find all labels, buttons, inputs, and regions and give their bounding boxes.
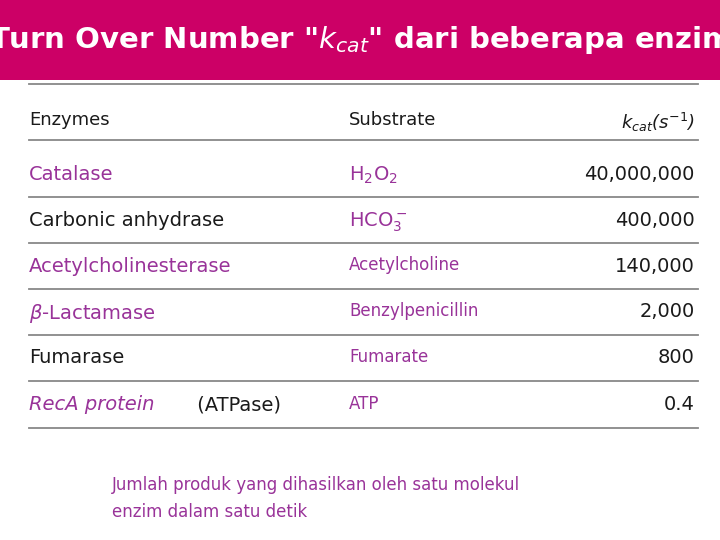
Text: 40,000,000: 40,000,000 xyxy=(585,165,695,184)
Text: Carbonic anhydrase: Carbonic anhydrase xyxy=(29,211,224,229)
Text: (ATPase): (ATPase) xyxy=(191,395,281,414)
Text: 800: 800 xyxy=(658,348,695,367)
Text: Jumlah produk yang dihasilkan oleh satu molekul: Jumlah produk yang dihasilkan oleh satu … xyxy=(112,476,520,494)
Text: 400,000: 400,000 xyxy=(615,211,695,229)
Text: $k_{cat}$($s^{-1}$): $k_{cat}$($s^{-1}$) xyxy=(621,111,695,134)
Text: Benzylpenicillin: Benzylpenicillin xyxy=(349,302,479,320)
Text: 140,000: 140,000 xyxy=(615,256,695,275)
Text: ATP: ATP xyxy=(349,395,379,413)
Text: HCO$_3^-$: HCO$_3^-$ xyxy=(349,211,408,234)
Text: Enzymes: Enzymes xyxy=(29,111,109,129)
Text: Acetylcholinesterase: Acetylcholinesterase xyxy=(29,256,231,275)
Text: RecA protein: RecA protein xyxy=(29,395,154,414)
Text: Catalase: Catalase xyxy=(29,165,113,184)
Text: Fumarate: Fumarate xyxy=(349,348,428,366)
Text: Substrate: Substrate xyxy=(349,111,436,129)
Text: $\beta$-Lactamase: $\beta$-Lactamase xyxy=(29,302,156,326)
Text: H$_2$O$_2$: H$_2$O$_2$ xyxy=(349,165,398,186)
Text: enzim dalam satu detik: enzim dalam satu detik xyxy=(112,503,307,521)
Text: Turn Over Number "$k_{cat}$" dari beberapa enzim: Turn Over Number "$k_{cat}$" dari bebera… xyxy=(0,24,720,56)
Text: 2,000: 2,000 xyxy=(639,302,695,321)
Text: Acetylcholine: Acetylcholine xyxy=(349,256,461,274)
Text: Fumarase: Fumarase xyxy=(29,348,124,367)
Text: 0.4: 0.4 xyxy=(664,395,695,414)
Bar xyxy=(0,0,720,80)
